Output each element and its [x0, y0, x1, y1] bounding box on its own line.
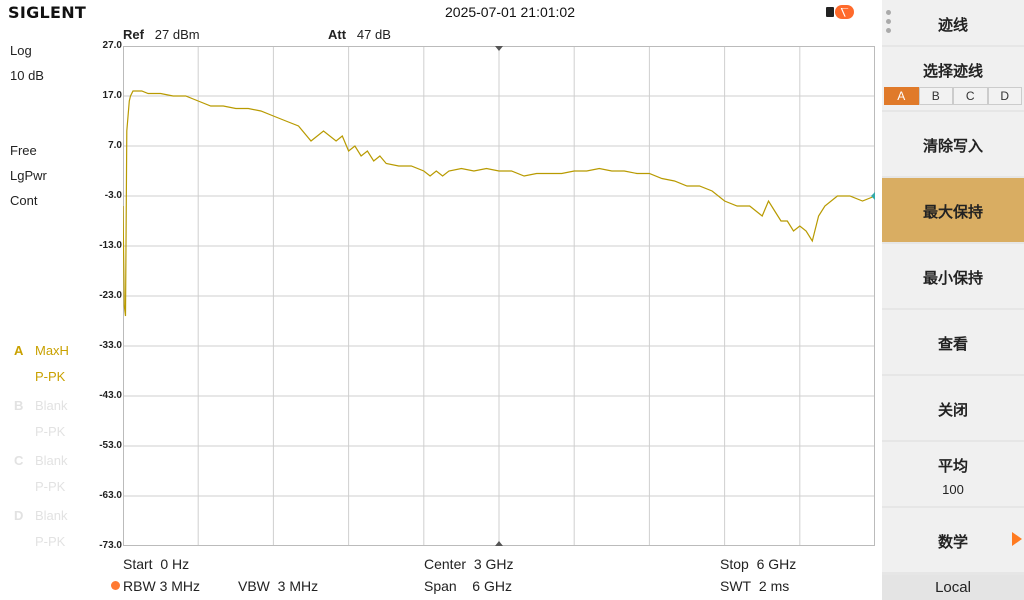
center-value: 3 GHz — [473, 556, 514, 572]
trace-d-letter: D — [14, 508, 24, 523]
clear-write-button[interactable]: 清除写入 — [882, 112, 1024, 176]
att-label: Att — [328, 27, 347, 42]
span-label: Span — [424, 578, 457, 594]
trace-d-detector: P-PK — [35, 534, 66, 549]
trace-c-mode: Blank — [35, 453, 68, 468]
trace-tab-a[interactable]: A — [884, 87, 919, 105]
datetime: 2025-07-01 21:01:02 — [445, 4, 575, 20]
trace-b-detector: P-PK — [35, 424, 66, 439]
y-tick-label: -3.0 — [104, 190, 122, 201]
span-value: 6 GHz — [472, 578, 512, 594]
stop-value: 6 GHz — [756, 556, 797, 572]
stop-label: Stop — [720, 556, 749, 572]
submenu-arrow-icon — [1012, 532, 1022, 546]
spectrum-graph[interactable] — [123, 46, 875, 546]
trace-c-detector: P-PK — [35, 479, 66, 494]
trace-tab-c[interactable]: C — [953, 87, 988, 105]
min-hold-button[interactable]: 最小保持 — [882, 244, 1024, 308]
trace-d-mode: Blank — [35, 508, 68, 523]
status-bar: SIGLENT 2025-07-01 21:01:02 ⎲ — [0, 0, 882, 24]
local-button[interactable]: Local — [882, 575, 1024, 600]
vbw: VBW 3 MHz — [238, 578, 318, 594]
rbw: RBW 3 MHz — [123, 578, 200, 594]
trace-a-mode: MaxH — [35, 343, 69, 358]
graticule — [123, 46, 875, 546]
math-button[interactable]: 数学 — [882, 508, 1024, 572]
center-marker-bottom — [495, 541, 503, 546]
swt-label: SWT — [720, 578, 752, 594]
trace-a-line — [123, 90, 875, 317]
rbw-value: 3 MHz — [159, 578, 201, 594]
reference-level: Ref 27 dBm — [123, 27, 200, 42]
attenuation: Att 47 dB — [328, 27, 391, 42]
vbw-value: 3 MHz — [277, 578, 319, 594]
vbw-label: VBW — [238, 578, 270, 594]
y-tick-label: -33.0 — [99, 340, 122, 351]
rbw-indicator-icon — [111, 581, 120, 590]
y-tick-label: 7.0 — [108, 140, 122, 151]
ref-label: Ref — [123, 27, 144, 42]
span: Span 6 GHz — [424, 578, 512, 594]
y-tick-label: -63.0 — [99, 490, 122, 501]
y-tick-label: -73.0 — [99, 540, 122, 551]
trace-a-letter: A — [14, 343, 24, 358]
sweep-mode: Cont — [10, 193, 38, 208]
close-button[interactable]: 关闭 — [882, 376, 1024, 440]
stop-freq: Stop 6 GHz — [720, 556, 796, 572]
softkey-menu: 迹线 选择迹线 A B C D 清除写入 最大保持 最小保持 查看 关闭 平均 … — [882, 0, 1024, 600]
start-value: 0 Hz — [160, 556, 190, 572]
center-marker-top — [495, 46, 503, 51]
scale-type: Log — [10, 43, 32, 58]
max-hold-button[interactable]: 最大保持 — [882, 178, 1024, 242]
y-tick-label: 17.0 — [102, 90, 122, 101]
center-label: Center — [424, 556, 467, 572]
y-tick-label: -53.0 — [99, 440, 122, 451]
y-tick-label: -13.0 — [99, 240, 122, 251]
swt-value: 2 ms — [758, 578, 790, 594]
view-button[interactable]: 查看 — [882, 310, 1024, 374]
trace-b-letter: B — [14, 398, 24, 413]
trace-b-mode: Blank — [35, 398, 68, 413]
average-type: LgPwr — [10, 168, 47, 183]
start-freq: Start 0 Hz — [123, 556, 189, 572]
trigger-mode: Free — [10, 143, 37, 158]
y-tick-label: -43.0 — [99, 390, 122, 401]
trace-tab-b[interactable]: B — [918, 87, 953, 105]
att-value: 47 dB — [356, 27, 391, 42]
scale-division: 10 dB — [10, 68, 44, 83]
y-tick-label: -23.0 — [99, 290, 122, 301]
average-button[interactable]: 平均 100 — [882, 442, 1024, 506]
trace-end-marker — [871, 192, 875, 200]
sweep-time: SWT 2 ms — [720, 578, 789, 594]
brand-logo: SIGLENT — [8, 3, 87, 22]
trace-a-detector: P-PK — [35, 369, 66, 384]
trace-c-letter: C — [14, 453, 24, 468]
start-label: Start — [123, 556, 153, 572]
y-tick-label: 27.0 — [102, 40, 122, 51]
ref-value: 27 dBm — [154, 27, 200, 42]
center-freq: Center 3 GHz — [424, 556, 514, 572]
trace-selector[interactable]: A B C D — [884, 87, 1022, 105]
menu-title-trace: 迹线 — [882, 0, 1024, 45]
usb-icon: ⎲ — [826, 5, 854, 19]
trace-tab-d[interactable]: D — [987, 87, 1022, 105]
drag-handle-icon[interactable] — [886, 10, 894, 37]
center-markers — [495, 46, 503, 546]
average-count: 100 — [942, 482, 964, 497]
rbw-label: RBW — [123, 578, 156, 594]
select-trace-button[interactable]: 选择迹线 A B C D — [882, 47, 1024, 110]
